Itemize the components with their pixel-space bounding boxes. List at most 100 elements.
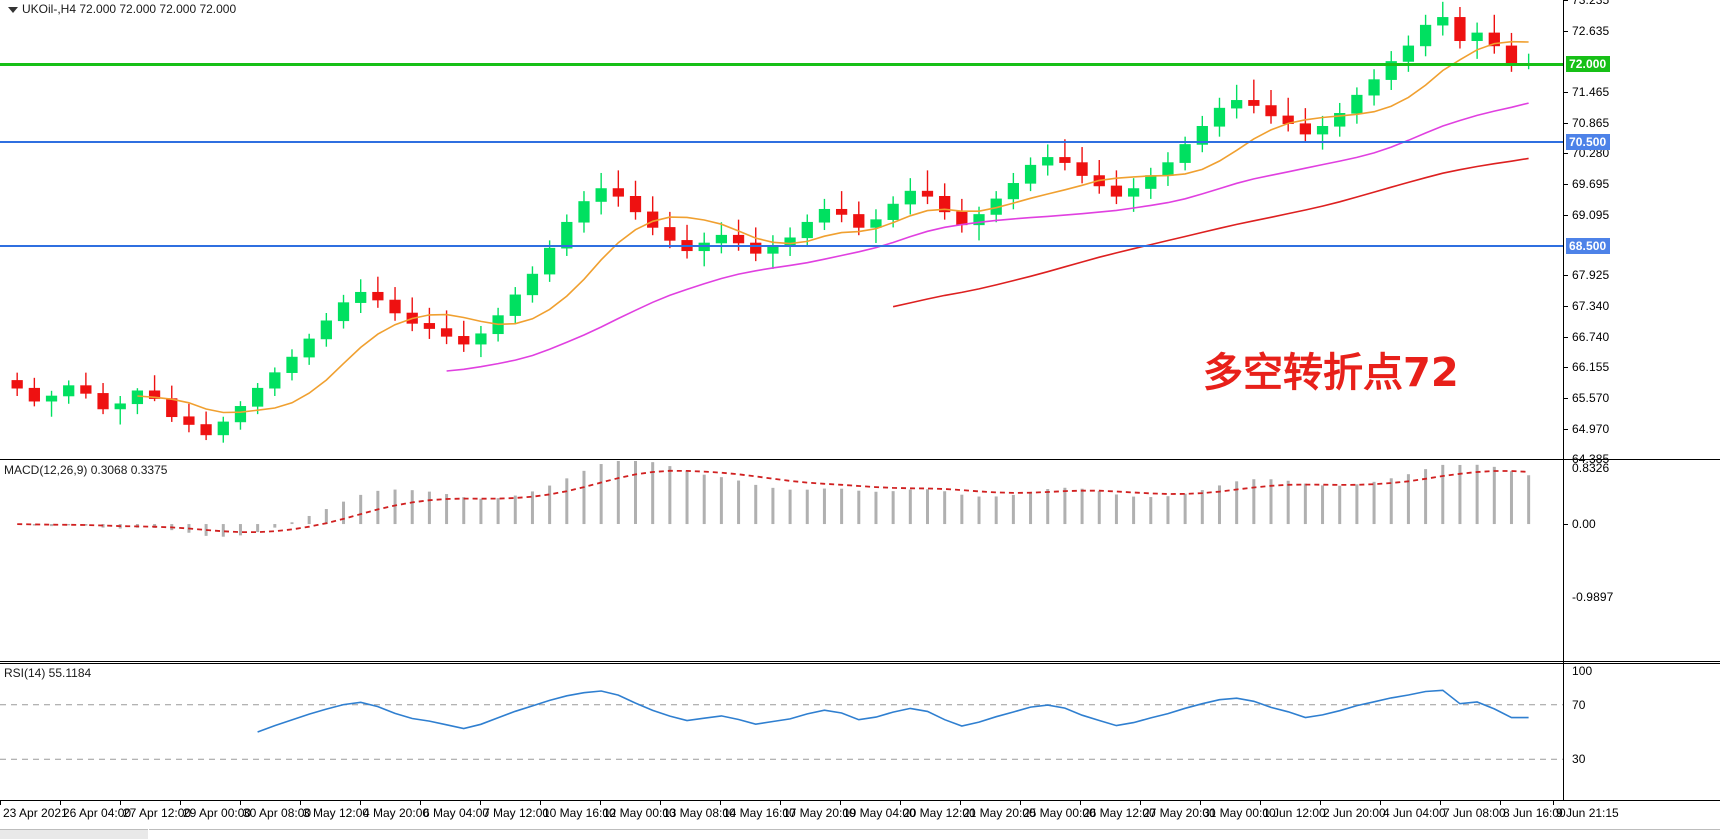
time-tick bbox=[420, 800, 421, 805]
time-tick-label: 14 May 16:00 bbox=[723, 806, 796, 820]
time-tick bbox=[1440, 800, 1441, 805]
time-tick bbox=[1200, 800, 1201, 805]
time-tick bbox=[300, 800, 301, 805]
horizontal-scrollbar[interactable] bbox=[0, 829, 1720, 839]
separator-macd-rsi bbox=[0, 661, 1720, 662]
time-tick-label: 26 Apr 04:00 bbox=[63, 806, 132, 820]
price-tick-label: 69.095 bbox=[1572, 207, 1610, 222]
time-tick-label: 9 Jun 21:15 bbox=[1556, 806, 1619, 820]
price-tick bbox=[1563, 0, 1568, 1]
rsi-tick-label: 70 bbox=[1572, 697, 1586, 712]
price-panel[interactable] bbox=[0, 0, 1720, 459]
time-tick bbox=[960, 800, 961, 805]
time-tick bbox=[60, 800, 61, 805]
time-tick bbox=[0, 800, 1, 805]
price-tick bbox=[1563, 367, 1568, 369]
time-tick bbox=[840, 800, 841, 805]
time-axis-line bbox=[0, 800, 1720, 801]
time-tick bbox=[540, 800, 541, 805]
macd-tick-label: 0.8326 bbox=[1572, 461, 1610, 475]
time-tick bbox=[240, 800, 241, 805]
price-tick-label: 64.385 bbox=[1572, 452, 1610, 466]
separator-price-macd bbox=[0, 459, 1720, 460]
time-tick-label: 27 May 20:00 bbox=[1143, 806, 1216, 820]
level-label-72-000[interactable]: 72.000 bbox=[1566, 56, 1611, 73]
time-tick bbox=[1140, 800, 1141, 805]
level-line-72[interactable] bbox=[0, 63, 1563, 67]
time-tick-label: 17 May 20:00 bbox=[783, 806, 856, 820]
time-tick-label: 23 Apr 2021 bbox=[3, 806, 68, 820]
time-tick-label: 4 Jun 04:00 bbox=[1383, 806, 1446, 820]
macd-tick-label: 0.00 bbox=[1572, 517, 1596, 532]
time-tick-label: 7 May 12:00 bbox=[483, 806, 550, 820]
time-tick bbox=[720, 800, 721, 805]
price-tick-label: 67.925 bbox=[1572, 268, 1610, 283]
macd-panel[interactable] bbox=[0, 461, 1720, 599]
price-axis-line bbox=[1563, 0, 1564, 800]
rsi-plot-area[interactable] bbox=[0, 664, 1563, 800]
price-tick-label: 66.740 bbox=[1572, 329, 1610, 344]
time-tick-label: 1 Jun 12:00 bbox=[1263, 806, 1326, 820]
time-tick-label: 25 May 00:00 bbox=[1023, 806, 1096, 820]
time-tick bbox=[1020, 800, 1021, 805]
time-tick-label: 27 Apr 12:00 bbox=[123, 806, 192, 820]
macd-series-layer bbox=[17, 461, 1531, 537]
price-tick bbox=[1563, 153, 1568, 155]
price-tick bbox=[1563, 397, 1568, 399]
price-tick bbox=[1563, 459, 1568, 460]
price-tick bbox=[1563, 31, 1568, 33]
level-line-68-5[interactable] bbox=[0, 244, 1563, 247]
price-tick-label: 71.465 bbox=[1572, 84, 1610, 99]
rsi-tick-label: 100 bbox=[1572, 664, 1593, 678]
price-plot-area[interactable] bbox=[0, 0, 1563, 459]
time-tick-label: 6 May 04:00 bbox=[423, 806, 490, 820]
level-line-70-5[interactable] bbox=[0, 140, 1563, 143]
price-tick bbox=[1563, 91, 1568, 93]
time-tick bbox=[1500, 800, 1501, 805]
time-tick-label: 20 May 12:00 bbox=[903, 806, 976, 820]
time-tick bbox=[1320, 800, 1321, 805]
rsi-series-layer bbox=[0, 689, 1563, 760]
time-tick bbox=[780, 800, 781, 805]
macd-plot-area[interactable] bbox=[0, 461, 1563, 599]
price-tick-label: 66.155 bbox=[1572, 360, 1610, 375]
time-tick-label: 7 Jun 08:00 bbox=[1443, 806, 1506, 820]
time-tick bbox=[660, 800, 661, 805]
time-tick bbox=[900, 800, 901, 805]
time-tick bbox=[1380, 800, 1381, 805]
price-tick bbox=[1563, 214, 1568, 216]
time-tick-label: 13 May 08:00 bbox=[663, 806, 736, 820]
time-tick bbox=[180, 800, 181, 805]
rsi-caption: RSI(14) 55.1184 bbox=[4, 666, 92, 680]
price-tick-label: 67.340 bbox=[1572, 298, 1610, 313]
price-tick bbox=[1563, 122, 1568, 124]
time-tick bbox=[1553, 800, 1554, 805]
macd-tick-label: -0.9897 bbox=[1572, 590, 1614, 604]
price-tick-label: 70.865 bbox=[1572, 115, 1610, 130]
time-tick-label: 12 May 00:00 bbox=[603, 806, 676, 820]
separator-macd-rsi-2 bbox=[0, 663, 1720, 664]
price-tick bbox=[1563, 305, 1568, 307]
price-series-layer bbox=[11, 1, 1535, 443]
chart-annotation: 多空转折点72 bbox=[1203, 350, 1459, 396]
time-tick-label: 26 May 12:00 bbox=[1083, 806, 1156, 820]
scrollbar-thumb[interactable] bbox=[149, 829, 1720, 839]
price-tick bbox=[1563, 275, 1568, 277]
chart-title: UKOil-,H4 72.000 72.000 72.000 72.000 bbox=[22, 2, 237, 16]
time-tick-label: 19 May 04:00 bbox=[843, 806, 916, 820]
time-tick bbox=[360, 800, 361, 805]
price-tick bbox=[1563, 428, 1568, 430]
price-tick bbox=[1563, 183, 1568, 185]
level-label-68-500[interactable]: 68.500 bbox=[1566, 237, 1611, 254]
scrollbar-track-left[interactable] bbox=[0, 829, 148, 839]
time-tick-label: 4 May 20:00 bbox=[363, 806, 430, 820]
time-tick bbox=[600, 800, 601, 805]
price-tick-label: 73.235 bbox=[1572, 0, 1610, 7]
price-tick-label: 64.970 bbox=[1572, 421, 1610, 436]
price-tick-label: 65.570 bbox=[1572, 390, 1610, 405]
level-label-70-500[interactable]: 70.500 bbox=[1566, 133, 1611, 150]
price-tick-label: 69.695 bbox=[1572, 176, 1610, 191]
triangle-down-icon[interactable] bbox=[8, 7, 18, 13]
rsi-panel[interactable] bbox=[0, 664, 1720, 800]
